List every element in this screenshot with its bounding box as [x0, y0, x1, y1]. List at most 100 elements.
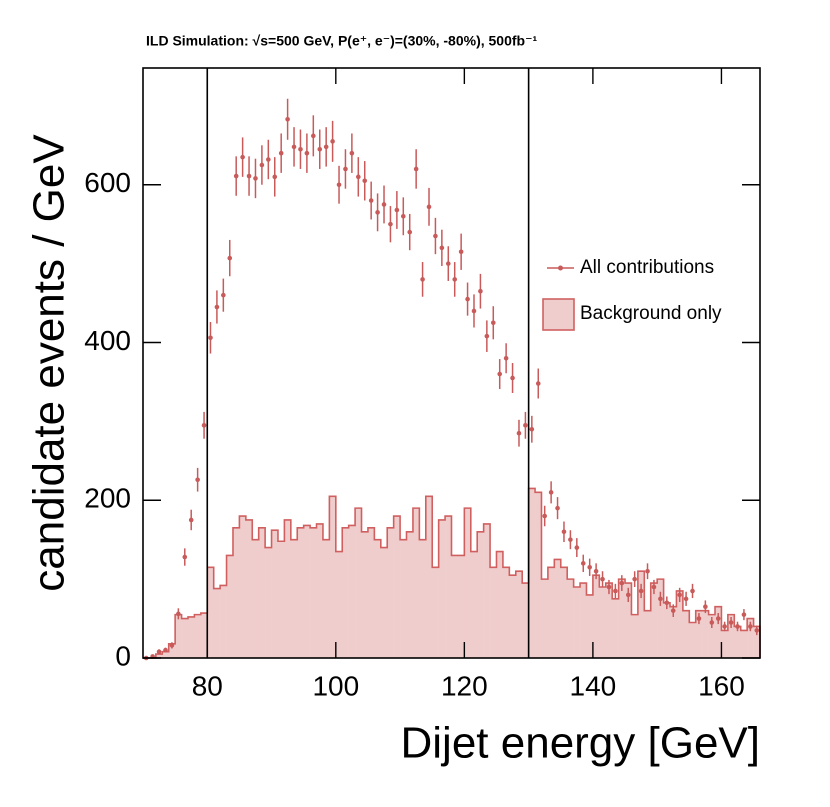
histogram-bar: [457, 555, 465, 658]
histogram-bar: [509, 575, 517, 658]
data-point: [490, 320, 496, 326]
histogram-bar: [265, 547, 272, 658]
histogram-bar: [727, 614, 735, 658]
data-point: [645, 568, 650, 574]
data-point: [452, 277, 458, 282]
data-point: [439, 245, 445, 251]
data-point: [394, 207, 400, 213]
data-point: [253, 176, 258, 181]
data-point: [169, 643, 175, 648]
data-point: [362, 178, 368, 184]
histogram-bar: [438, 519, 446, 658]
histogram-bar: [580, 583, 587, 658]
data-point: [208, 335, 213, 341]
data-point: [400, 213, 406, 219]
data-point: [311, 133, 316, 139]
data-point: [420, 277, 425, 282]
histogram-bar: [239, 516, 247, 658]
histogram-bar: [490, 567, 497, 658]
histogram-bar: [650, 583, 658, 658]
data-point: [304, 150, 310, 156]
histogram-bar: [535, 492, 542, 658]
histogram-bar: [740, 630, 748, 658]
histogram-bar: [162, 651, 170, 658]
data-point: [741, 612, 747, 617]
data-point: [625, 592, 631, 598]
histogram-bar: [213, 588, 221, 658]
histogram-bar: [618, 579, 626, 658]
data-point: [664, 600, 670, 606]
data-point: [201, 423, 207, 428]
histogram-bar: [226, 555, 234, 658]
data-point: [343, 166, 348, 172]
data-point: [356, 174, 361, 180]
data-point: [497, 371, 503, 377]
histogram-bar: [464, 508, 472, 658]
data-point: [471, 308, 477, 314]
histogram-bar: [335, 551, 343, 658]
histogram-bar: [747, 618, 754, 658]
histogram-bar: [412, 508, 420, 658]
data-point: [221, 292, 226, 298]
histogram-bar: [342, 527, 349, 658]
data-point: [233, 173, 239, 179]
y-tick-label: 400: [84, 325, 131, 356]
histogram-bar: [483, 523, 491, 658]
data-point: [195, 477, 200, 483]
histogram-bar: [322, 539, 330, 658]
histogram-bar: [702, 610, 709, 658]
histogram-bar: [708, 614, 716, 658]
data-point: [606, 584, 612, 590]
data-point: [227, 255, 233, 261]
data-point: [182, 554, 188, 560]
data-point: [574, 545, 580, 550]
histogram-bar: [496, 551, 504, 658]
y-tick-label: 600: [84, 167, 131, 198]
x-tick-label: 140: [570, 670, 617, 701]
data-point: [561, 529, 567, 535]
histogram-bar: [676, 590, 684, 658]
data-point: [703, 604, 708, 610]
histogram-bar: [425, 496, 433, 658]
data-point: [214, 304, 220, 310]
histogram-bar: [612, 598, 619, 658]
histogram-bar: [232, 527, 240, 658]
histogram-bar: [515, 571, 523, 658]
data-point: [555, 505, 560, 511]
histogram-bar: [560, 567, 568, 658]
histogram-bar: [721, 630, 729, 658]
histogram-bar: [355, 508, 362, 658]
data-point: [580, 561, 586, 566]
histogram-bar: [310, 527, 317, 658]
histogram-bar: [625, 583, 632, 658]
histogram-bar: [567, 579, 574, 658]
histogram-bar: [631, 614, 639, 658]
histogram-bar: [194, 614, 202, 658]
histogram-bar: [200, 613, 208, 658]
histogram-bar: [252, 539, 259, 658]
y-tick-label: 0: [115, 640, 131, 671]
data-point: [677, 592, 682, 598]
x-tick-label: 100: [312, 670, 359, 701]
data-point: [548, 490, 554, 495]
data-point: [176, 611, 181, 617]
data-point: [754, 628, 760, 633]
data-point: [188, 517, 194, 523]
data-point: [465, 296, 470, 302]
histogram-bar: [329, 496, 337, 658]
histogram-bar: [547, 567, 555, 658]
data-point: [658, 596, 663, 602]
data-point: [323, 144, 329, 150]
histogram-bar: [753, 626, 761, 658]
data-point: [259, 162, 265, 168]
data-point: [484, 333, 490, 339]
histogram-bar: [470, 551, 478, 658]
data-point: [407, 229, 413, 235]
data-point: [587, 564, 592, 570]
data-point: [291, 144, 297, 150]
legend-label: All contributions: [580, 257, 714, 278]
legend-marker: [558, 265, 563, 271]
histogram-bar: [663, 602, 671, 658]
data-point: [317, 146, 323, 152]
data-point: [728, 620, 734, 625]
